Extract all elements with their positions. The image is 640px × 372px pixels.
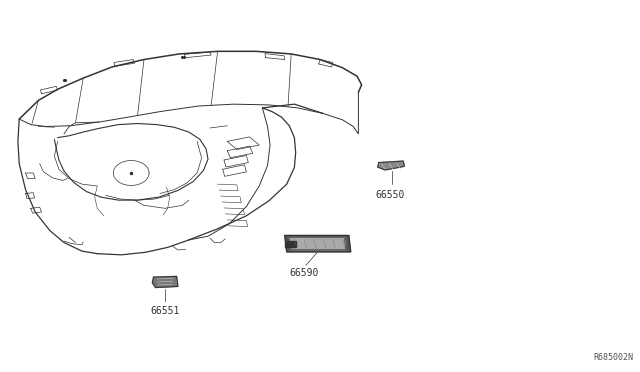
- Text: 66550: 66550: [376, 190, 405, 200]
- Polygon shape: [285, 235, 351, 252]
- Text: 66590: 66590: [289, 268, 319, 278]
- Polygon shape: [285, 241, 296, 247]
- Polygon shape: [378, 161, 404, 170]
- Polygon shape: [152, 276, 178, 288]
- Text: R685002N: R685002N: [594, 353, 634, 362]
- Text: 66551: 66551: [150, 306, 180, 316]
- Polygon shape: [289, 238, 346, 250]
